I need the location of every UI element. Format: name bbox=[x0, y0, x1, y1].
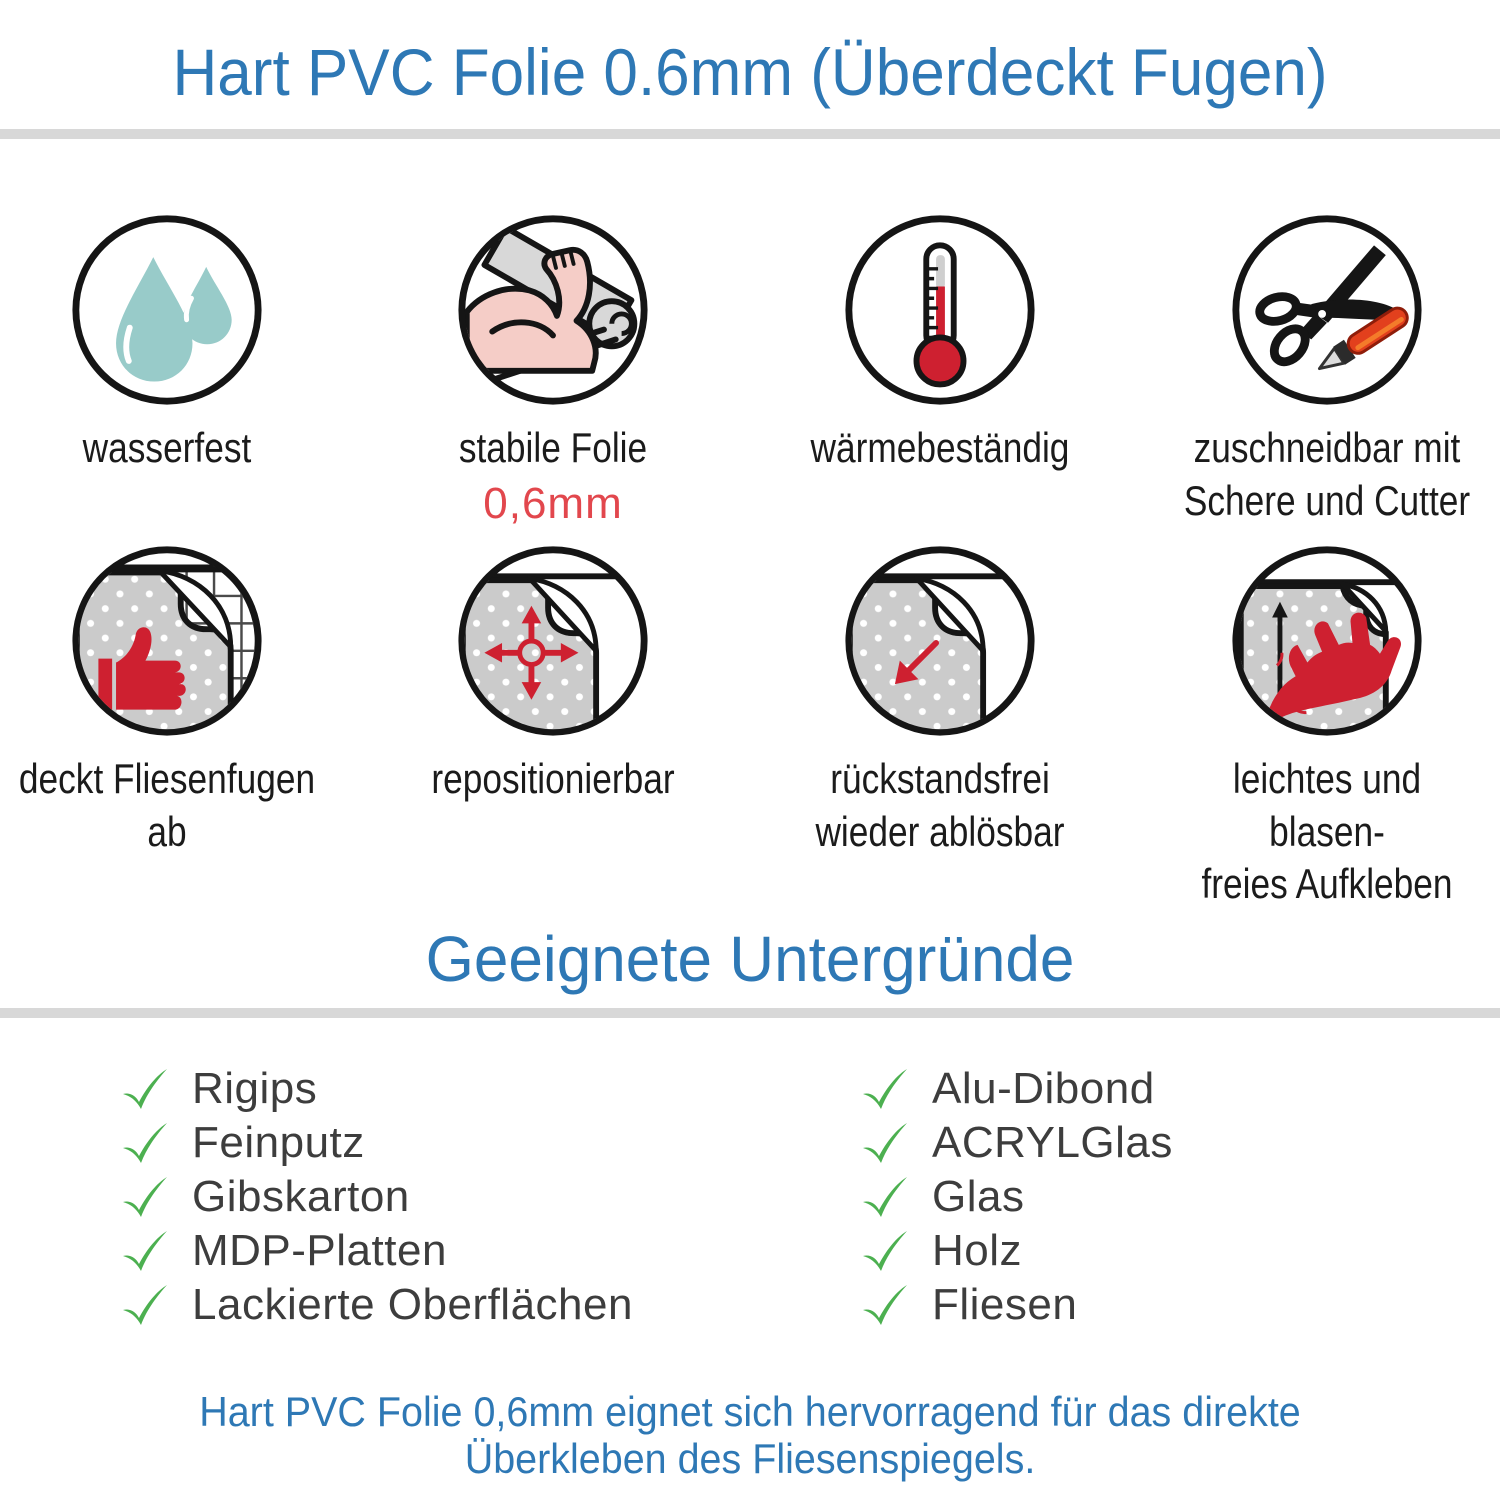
substrate-label: Rigips bbox=[192, 1064, 318, 1113]
check-icon bbox=[863, 1231, 907, 1271]
feature-caption: deckt Fliesenfugen ab bbox=[18, 755, 316, 855]
feature-caption: repositionierbar bbox=[431, 755, 675, 802]
check-icon bbox=[863, 1123, 907, 1163]
substrate-label: Lackierte Oberflächen bbox=[192, 1280, 633, 1329]
check-icon bbox=[123, 1123, 167, 1163]
thumbs-up-tile-foil-icon bbox=[72, 546, 262, 736]
substrate-label: Gibskarton bbox=[192, 1172, 410, 1221]
substrate-label: Feinputz bbox=[192, 1118, 365, 1167]
list-item: ACRYLGlas bbox=[862, 1116, 1173, 1170]
check-icon bbox=[863, 1069, 907, 1109]
list-item: Lackierte Oberflächen bbox=[122, 1278, 633, 1332]
list-item: Rigips bbox=[122, 1062, 633, 1116]
feature-wasserfest: wasserfest bbox=[0, 212, 347, 479]
feature-caption: leichtes und blasen- freies Aufkleben bbox=[1201, 755, 1453, 907]
substrate-label: MDP-Platten bbox=[192, 1226, 447, 1275]
feature-deckt-fliesenfugen: deckt Fliesenfugen ab bbox=[0, 543, 347, 862]
divider-bar-middle bbox=[0, 1008, 1500, 1018]
check-icon bbox=[123, 1177, 167, 1217]
substrate-label: Fliesen bbox=[932, 1280, 1078, 1329]
check-icon bbox=[123, 1231, 167, 1271]
muscle-arm-foil-roll-icon bbox=[458, 215, 648, 405]
feature-subcaption: 0,6mm bbox=[483, 478, 623, 528]
check-icon bbox=[863, 1177, 907, 1217]
substrates-heading: Geeignete Untergründe bbox=[425, 923, 1075, 995]
peel-off-arrow-foil-icon bbox=[845, 546, 1035, 736]
feature-stabile-folie: stabile Folie 0,6mm bbox=[373, 212, 733, 529]
scissors-and-cutter-icon bbox=[1232, 215, 1422, 405]
substrate-label: Glas bbox=[932, 1172, 1025, 1221]
list-item: Glas bbox=[862, 1170, 1173, 1224]
move-arrows-foil-icon bbox=[458, 546, 648, 736]
check-icon bbox=[123, 1069, 167, 1109]
list-item: MDP-Platten bbox=[122, 1224, 633, 1278]
substrate-label: ACRYLGlas bbox=[932, 1118, 1173, 1167]
check-icon bbox=[863, 1285, 907, 1325]
list-item: Gibskarton bbox=[122, 1170, 633, 1224]
feature-caption: wärmebeständig bbox=[810, 424, 1070, 471]
thermometer-icon bbox=[845, 215, 1035, 405]
feature-caption: wasserfest bbox=[82, 424, 252, 471]
check-icon bbox=[123, 1285, 167, 1325]
list-item: Holz bbox=[862, 1224, 1173, 1278]
list-item: Alu-Dibond bbox=[862, 1062, 1173, 1116]
list-item: Feinputz bbox=[122, 1116, 633, 1170]
footer-note: Hart PVC Folie 0,6mm eignet sich hervorr… bbox=[199, 1388, 1301, 1483]
hand-smoothing-foil-icon bbox=[1232, 546, 1422, 736]
feature-rueckstandsfrei: rückstandsfrei wieder ablösbar bbox=[760, 543, 1120, 862]
feature-waermebestaendig: wärmebeständig bbox=[760, 212, 1120, 479]
substrate-label: Holz bbox=[932, 1226, 1023, 1275]
list-item: Fliesen bbox=[862, 1278, 1173, 1332]
substrates-list-left: Rigips Feinputz Gibskarton MDP-Platten L… bbox=[122, 1062, 633, 1332]
substrates-list-right: Alu-Dibond ACRYLGlas Glas Holz Fliesen bbox=[862, 1062, 1173, 1332]
feature-repositionierbar: repositionierbar bbox=[373, 543, 733, 810]
feature-caption: rückstandsfrei wieder ablösbar bbox=[815, 755, 1065, 855]
substrate-label: Alu-Dibond bbox=[932, 1064, 1155, 1113]
feature-zuschneidbar: zuschneidbar mit Schere und Cutter bbox=[1147, 212, 1500, 531]
feature-caption: stabile Folie bbox=[458, 424, 648, 471]
water-drops-icon bbox=[72, 215, 262, 405]
page-title: Hart PVC Folie 0.6mm (Überdeckt Fugen) bbox=[172, 35, 1328, 109]
feature-caption: zuschneidbar mit Schere und Cutter bbox=[1183, 424, 1471, 524]
feature-blasenfreies-aufkleben: leichtes und blasen- freies Aufkleben bbox=[1147, 543, 1500, 915]
divider-bar-top bbox=[0, 129, 1500, 139]
